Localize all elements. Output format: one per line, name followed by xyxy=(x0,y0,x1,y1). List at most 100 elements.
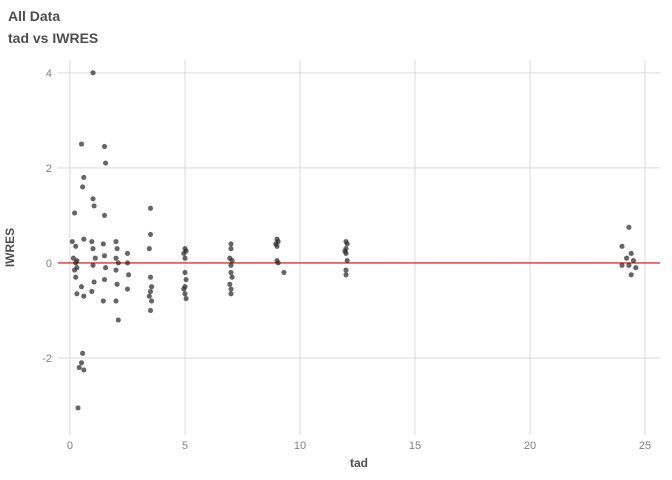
data-point xyxy=(274,243,280,250)
data-point xyxy=(71,210,78,216)
data-point xyxy=(100,298,107,304)
data-point xyxy=(228,291,234,297)
data-point xyxy=(78,141,85,147)
data-point xyxy=(114,281,120,288)
data-point xyxy=(90,196,96,202)
data-point xyxy=(92,255,99,261)
data-point xyxy=(70,255,77,261)
x-axis-tick-labels: 0 5 10 15 20 25 xyxy=(67,440,651,452)
data-point xyxy=(626,262,632,269)
data-point xyxy=(227,281,233,288)
data-point xyxy=(183,295,189,302)
data-point xyxy=(90,70,96,76)
data-point xyxy=(101,212,108,219)
data-point xyxy=(630,257,637,264)
scatter-plot: 0 5 10 15 20 25 -2 0 2 4 tad IWRES xyxy=(3,60,660,470)
data-point xyxy=(147,205,154,212)
data-point xyxy=(78,360,85,366)
data-point xyxy=(147,231,154,238)
data-point xyxy=(344,241,350,247)
x-tick-label: 25 xyxy=(639,440,651,452)
gridlines xyxy=(58,60,660,435)
plot-title: All Data xyxy=(8,8,61,24)
plot-header: All Data tad vs IWRES xyxy=(8,6,98,49)
plot-subtitle: tad vs IWRES xyxy=(8,29,99,46)
data-point xyxy=(229,274,235,280)
x-tick-label: 0 xyxy=(67,440,73,452)
y-tick-label: 0 xyxy=(46,258,52,270)
x-tick-label: 20 xyxy=(524,440,536,452)
data-point xyxy=(113,298,119,304)
data-point xyxy=(71,267,78,273)
y-tick-label: -2 xyxy=(42,353,52,365)
data-point xyxy=(113,238,119,245)
x-tick-label: 15 xyxy=(409,440,421,452)
data-point xyxy=(81,236,87,242)
data-point xyxy=(628,250,634,257)
y-axis-tick-labels: -2 0 2 4 xyxy=(42,68,52,365)
data-point xyxy=(90,262,96,269)
data-point xyxy=(115,260,122,266)
data-point xyxy=(626,224,632,231)
x-tick-label: 5 xyxy=(182,440,188,452)
data-point xyxy=(100,241,107,247)
data-point xyxy=(90,246,96,252)
data-point xyxy=(229,257,235,264)
data-point xyxy=(148,284,155,290)
y-tick-label: 2 xyxy=(46,163,52,175)
data-point xyxy=(619,243,625,250)
y-tick-label: 4 xyxy=(46,68,52,80)
data-point xyxy=(182,291,188,297)
data-point xyxy=(147,288,154,295)
x-axis-title: tad xyxy=(350,456,368,470)
data-point xyxy=(72,243,79,250)
data-point xyxy=(101,143,108,150)
data-point xyxy=(89,288,95,295)
data-point xyxy=(102,265,109,271)
data-point xyxy=(89,238,95,245)
data-point xyxy=(628,272,634,278)
data-point xyxy=(623,255,630,261)
data-point xyxy=(147,307,154,314)
data-point xyxy=(81,174,87,181)
data-point xyxy=(101,253,108,259)
data-points xyxy=(69,70,639,411)
data-point xyxy=(181,286,187,292)
data-point xyxy=(343,267,349,273)
data-point xyxy=(124,286,131,292)
x-tick-label: 10 xyxy=(294,440,306,452)
data-point xyxy=(81,293,87,299)
data-point xyxy=(72,274,79,280)
data-point xyxy=(91,203,97,209)
data-point xyxy=(75,405,81,411)
data-point xyxy=(281,269,287,276)
data-point xyxy=(147,274,154,280)
data-point xyxy=(183,276,189,283)
data-point xyxy=(81,367,87,373)
data-point xyxy=(228,286,234,292)
data-point xyxy=(101,276,108,283)
data-point xyxy=(69,238,76,245)
data-point xyxy=(114,246,120,252)
data-point xyxy=(228,262,234,269)
data-point xyxy=(76,364,82,371)
data-point xyxy=(228,246,234,252)
data-point xyxy=(146,246,153,252)
data-point xyxy=(619,262,625,269)
data-point xyxy=(78,284,85,290)
data-point xyxy=(228,241,234,247)
data-point xyxy=(124,260,131,266)
data-point xyxy=(125,272,132,278)
data-point xyxy=(72,260,79,266)
data-point xyxy=(74,291,80,297)
data-point xyxy=(633,265,639,271)
data-point xyxy=(146,293,153,299)
data-point xyxy=(113,255,119,261)
data-point xyxy=(343,250,349,257)
data-point xyxy=(79,184,86,190)
data-point xyxy=(275,260,281,266)
data-point xyxy=(343,272,349,278)
data-point xyxy=(79,350,86,356)
data-point xyxy=(148,298,155,304)
